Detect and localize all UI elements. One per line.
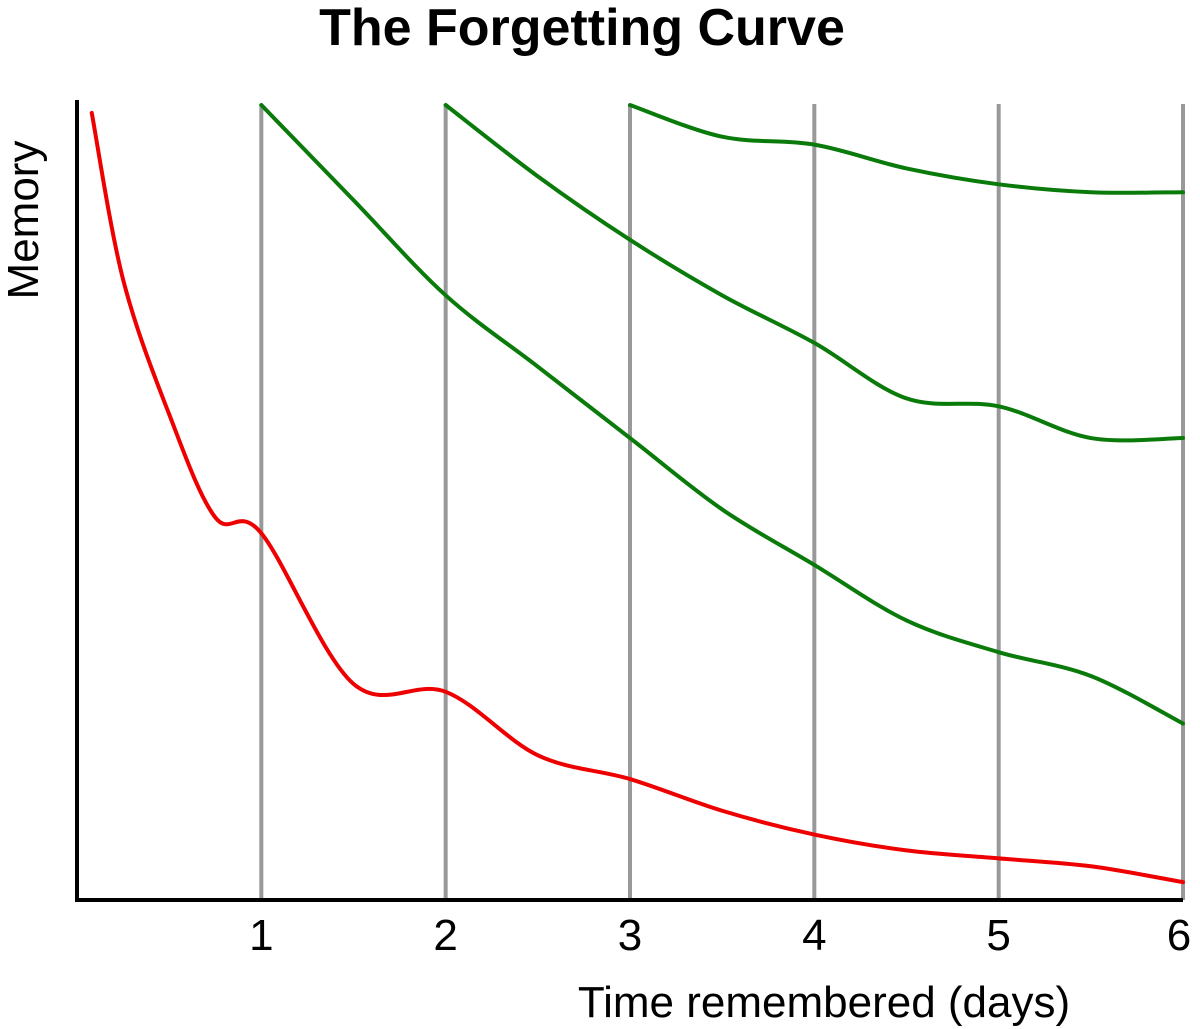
gridlines [259,104,1185,900]
x-tick-label-6: 6 [1167,911,1191,960]
x-tick-label-4: 4 [802,911,826,960]
x-tick-label-1: 1 [249,911,273,960]
series-lines [89,103,1185,885]
series-line-review-3 [628,103,1185,195]
chart-title: The Forgetting Curve [319,0,845,57]
y-axis-label: Memory [0,141,48,300]
series-line-review-2 [443,103,1185,443]
axes [75,100,1183,902]
x-tick-label-3: 3 [618,911,642,960]
x-axis-label: Time remembered (days) [578,978,1070,1027]
x-tick-label-5: 5 [986,911,1010,960]
series-line-initial [89,110,1185,885]
x-tick-label-2: 2 [433,911,457,960]
x-tick-labels: 1 2 3 4 5 6 [249,911,1191,960]
series-line-review-1 [259,103,1185,726]
